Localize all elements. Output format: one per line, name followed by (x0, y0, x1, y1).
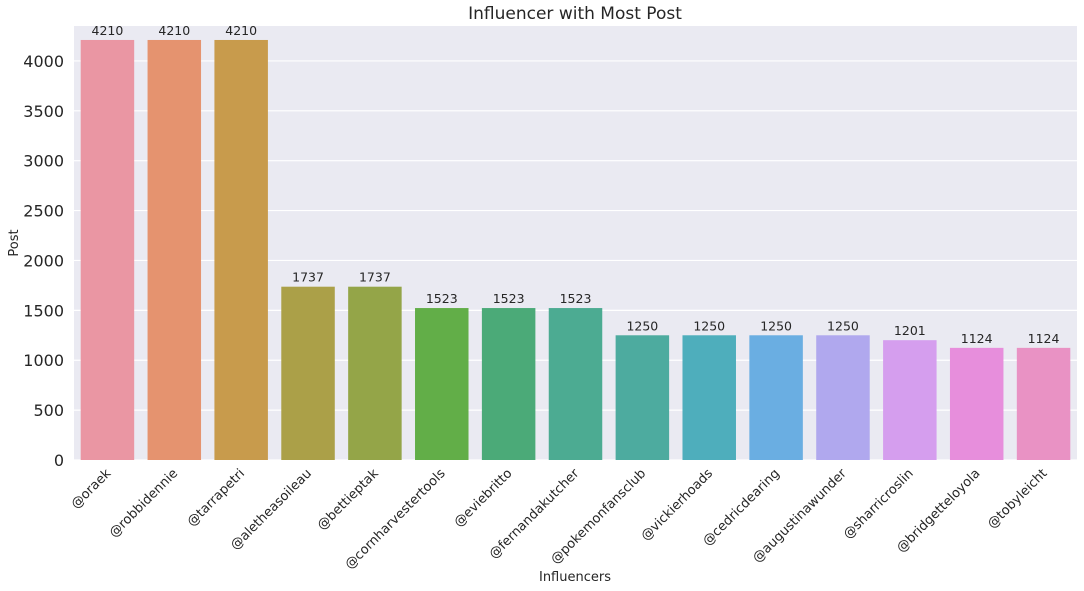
bar-value-label: 1124 (1028, 331, 1060, 346)
bar-value-label: 1250 (626, 318, 658, 333)
bar-value-label: 1250 (827, 318, 859, 333)
x-tick-label: @tarrapetri (184, 466, 247, 529)
bar (214, 39, 268, 461)
x-axis-ticks: @oraek@robbidennie @tarrapetri@aletheasoi… (68, 466, 1050, 573)
bar (1016, 347, 1071, 460)
bar (949, 347, 1004, 460)
y-tick-label: 3500 (23, 102, 64, 121)
bar (348, 286, 402, 460)
y-tick-label: 2000 (23, 251, 64, 270)
bar-value-label: 1250 (760, 318, 792, 333)
y-tick-label: 4000 (23, 52, 64, 71)
bar-value-label: 1737 (359, 270, 391, 285)
bar (548, 308, 603, 460)
y-tick-label: 500 (33, 401, 64, 420)
x-tick-label: @bettieptak (315, 466, 382, 533)
bar (883, 340, 937, 460)
bar (415, 308, 469, 460)
bar-value-label: 4210 (225, 23, 257, 38)
bar-value-label: 1523 (560, 291, 592, 306)
y-axis-ticks: 0 500 1000 1500 2000 2500 3000 3500 4000 (23, 52, 64, 470)
bar (281, 286, 335, 460)
bar-value-label: 4210 (158, 23, 190, 38)
bar-value-labels: 4210 4210 4210 1737 1737 1523 1523 1523 1250 1250… (92, 23, 1060, 346)
y-tick-label: 0 (54, 451, 64, 470)
x-tick-label: @oraek (68, 466, 114, 512)
y-axis-label: Post (7, 229, 22, 256)
chart-title: Influencer with Most Post (468, 4, 682, 24)
bar-value-label: 4210 (92, 23, 124, 38)
bar (147, 39, 202, 461)
bar-value-label: 1201 (894, 323, 926, 338)
bar (749, 335, 803, 460)
bar (615, 335, 670, 460)
y-tick-label: 1500 (23, 301, 64, 320)
bar (481, 308, 536, 460)
bar-value-label: 1523 (493, 291, 525, 306)
y-tick-label: 3000 (23, 152, 64, 171)
x-tick-label: @vickierhoads (638, 466, 716, 544)
bars (80, 39, 1071, 461)
bar-value-label: 1523 (426, 291, 458, 306)
x-tick-label: @eviebritto (451, 466, 515, 530)
y-tick-label: 2500 (23, 202, 64, 221)
x-tick-label: @robbidennie (107, 466, 182, 541)
bar (80, 39, 135, 461)
bar-value-label: 1124 (961, 331, 993, 346)
bar-value-label: 1737 (292, 270, 324, 285)
bar (682, 335, 736, 460)
x-axis-label: Influencers (539, 570, 611, 585)
x-tick-label: @sharricroslin (841, 466, 917, 542)
bar-value-label: 1250 (693, 318, 725, 333)
bar (816, 335, 870, 460)
x-tick-label: @tobyleicht (985, 466, 1051, 532)
y-tick-label: 1000 (23, 351, 64, 370)
